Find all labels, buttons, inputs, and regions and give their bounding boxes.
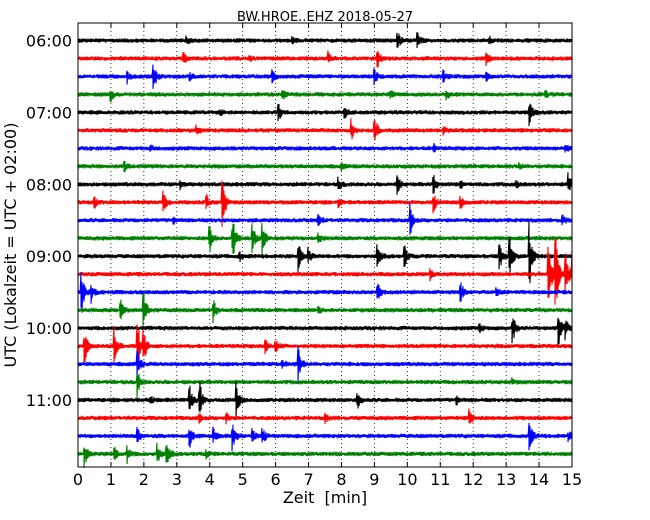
seismogram-trace	[77, 160, 573, 173]
seismogram-trace	[77, 118, 573, 141]
x-tick-label: 3	[172, 470, 182, 489]
y-tick-label: 06:00	[26, 32, 72, 51]
seismogram-trace	[77, 172, 573, 195]
seismogram-trace	[77, 324, 573, 371]
y-tick-label: 10:00	[26, 319, 72, 338]
x-tick-label: 4	[205, 470, 215, 489]
x-tick-label: 11	[430, 470, 450, 489]
seismogram-trace	[77, 381, 573, 419]
seismogram-trace	[77, 142, 573, 153]
seismogram-trace	[77, 180, 573, 228]
seismogram-trace	[77, 64, 573, 89]
x-tick-label: 14	[529, 470, 549, 489]
seismogram-trace	[77, 32, 573, 49]
x-tick-label: 2	[139, 470, 149, 489]
x-tick-label: 7	[303, 470, 313, 489]
x-tick-label: 6	[271, 470, 281, 489]
seismogram-trace	[77, 223, 573, 255]
seismogram-trace	[77, 272, 573, 313]
y-tick-label: 11:00	[26, 391, 72, 410]
seismogram-trace	[77, 103, 573, 127]
seismogram-trace	[77, 237, 573, 305]
seismogram-traces	[77, 32, 573, 468]
seismogram-trace	[77, 408, 573, 425]
x-tick-label: 13	[496, 470, 516, 489]
seismogram-trace	[77, 292, 573, 328]
x-tick-label: 12	[463, 470, 483, 489]
x-tick-label: 5	[238, 470, 248, 489]
seismogram-trace	[77, 317, 573, 346]
y-tick-label: 07:00	[26, 103, 72, 122]
seismogram-trace	[77, 89, 573, 103]
x-axis-label: Zeit [min]	[283, 488, 367, 507]
seismogram-trace	[77, 50, 573, 68]
x-tick-label: 1	[106, 470, 116, 489]
seismogram-trace	[77, 442, 573, 468]
seismogram-trace	[77, 221, 573, 284]
plot-frame	[77, 22, 573, 468]
x-tick-label: 10	[397, 470, 417, 489]
x-tick-label: 0	[73, 470, 83, 489]
y-tick-label: 08:00	[26, 175, 72, 194]
y-axis-label: UTC (Lokalzeit = UTC + 02:00)	[1, 123, 20, 368]
seismogram-trace	[77, 346, 573, 384]
chart-title: BW.HROE..EHZ 2018-05-27	[237, 10, 413, 25]
seismogram-trace	[77, 422, 573, 452]
y-axis-ticks: 06:00 07:00 08:00 09:00 10:00 11:00	[26, 32, 572, 410]
x-tick-label: 8	[336, 470, 346, 489]
x-tick-label: 15	[562, 470, 582, 489]
seismogram-trace	[77, 373, 573, 398]
x-tick-label: 9	[369, 470, 379, 489]
seismogram-trace	[77, 202, 573, 235]
y-tick-label: 09:00	[26, 247, 72, 266]
x-axis-ticks: 0 1 2 3 4 5 6 7 8 9 10 11 12 13 14 15	[73, 23, 582, 489]
